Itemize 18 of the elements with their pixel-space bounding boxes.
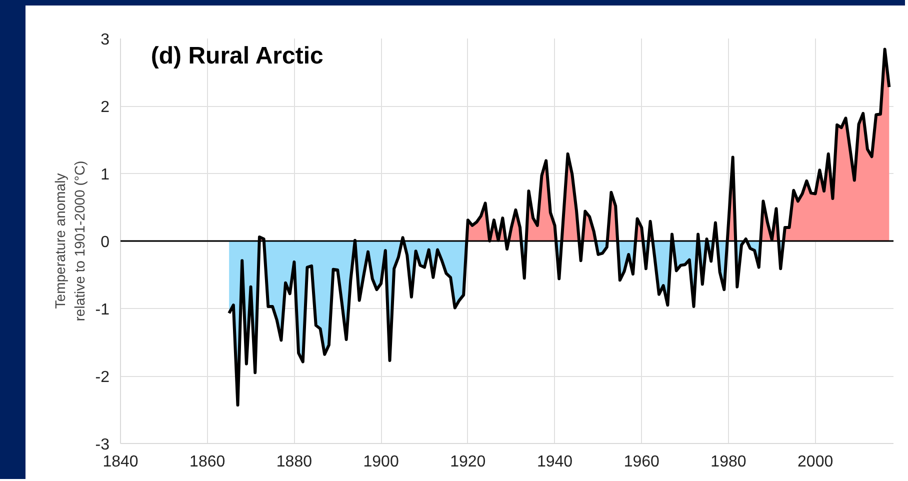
x-tick-label: 1900 bbox=[363, 454, 399, 470]
x-tick-label: 1860 bbox=[190, 454, 226, 470]
x-tick-label: 1920 bbox=[450, 454, 486, 470]
y-tick-label: 3 bbox=[100, 32, 110, 48]
y-tick-label: -3 bbox=[95, 436, 110, 454]
y-tick-label: 0 bbox=[100, 234, 110, 251]
y-axis-title: Temperature anomaly relative to 1901-2000 (°C) bbox=[52, 160, 88, 322]
x-tick-label: 1840 bbox=[102, 454, 138, 470]
x-tick-label: 1880 bbox=[276, 454, 312, 470]
x-tick-label: 1940 bbox=[536, 454, 573, 470]
y-tick-label: 1 bbox=[100, 166, 110, 184]
chart-title: (d) Rural Arctic bbox=[150, 42, 324, 70]
x-tick-label: 1960 bbox=[624, 454, 660, 470]
y-tick-label: -2 bbox=[95, 369, 110, 386]
y-tick-label: -1 bbox=[95, 302, 110, 318]
y-tick-label: 2 bbox=[100, 99, 110, 116]
x-tick-label: 1980 bbox=[710, 454, 746, 470]
x-tick-label: 2000 bbox=[798, 454, 834, 470]
